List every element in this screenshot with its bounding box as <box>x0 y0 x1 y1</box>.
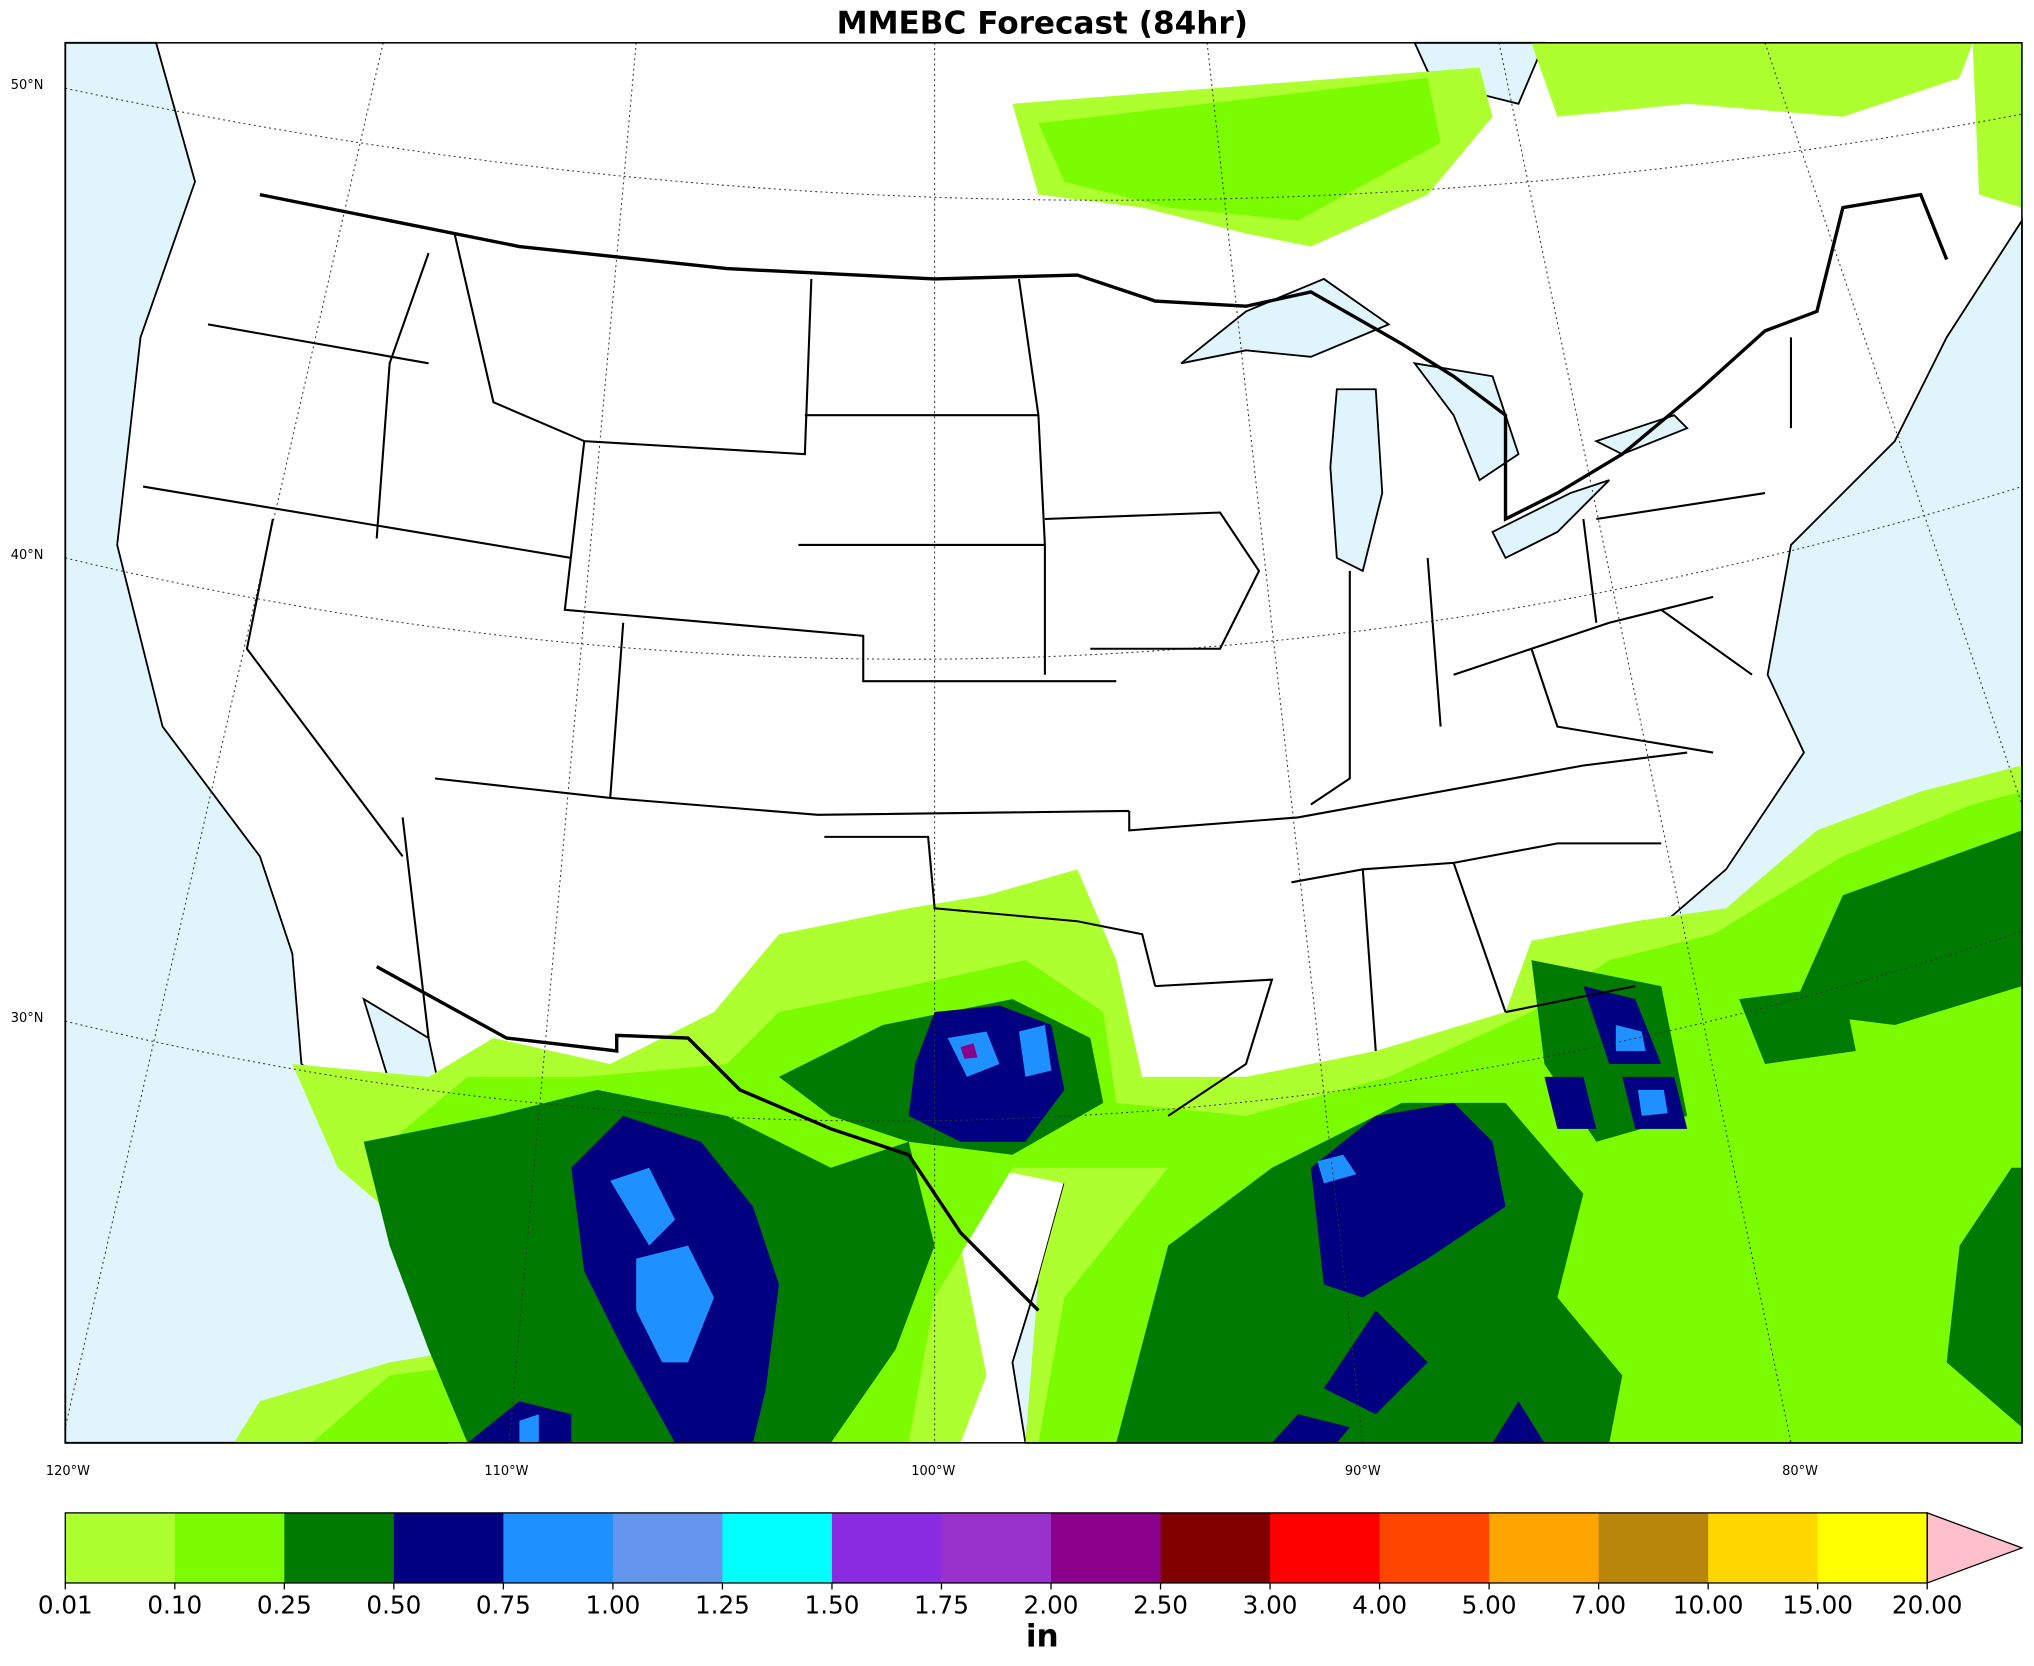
colorbar-segment <box>174 1512 285 1583</box>
meridian <box>1764 42 2023 805</box>
colorbar-tick-label: 2.00 <box>1024 1590 1079 1619</box>
parallel <box>65 931 2023 1122</box>
colorbar-segment <box>503 1512 614 1583</box>
colorbar-segment <box>65 1512 176 1583</box>
colorbar-segment <box>831 1512 943 1583</box>
lake-huron <box>1412 362 1520 482</box>
title: MMEBC Forecast (84hr) <box>837 6 1248 42</box>
canada-border <box>259 192 1949 522</box>
colorbar-segment <box>1817 1512 1928 1583</box>
lake-ontario <box>1593 414 1689 456</box>
longitude-label: 120°W <box>46 1464 90 1479</box>
lake-erie <box>1491 479 1610 560</box>
colorbar-tick-label: 1.25 <box>695 1590 750 1619</box>
longitude-label: 90°W <box>1345 1464 1381 1479</box>
colorbar-tick-label: 15.00 <box>1782 1590 1853 1619</box>
colorbar-segment <box>1270 1512 1381 1583</box>
colorbar-tick-label: 7.00 <box>1571 1590 1626 1619</box>
lake-superior <box>1180 277 1391 365</box>
meridian <box>64 42 384 1428</box>
colorbar-tick-label: 4.00 <box>1352 1590 1407 1619</box>
latitude-label: 30°N <box>11 1011 44 1026</box>
longitude-label: 110°W <box>484 1464 528 1479</box>
map <box>64 41 2023 1444</box>
precipitation <box>233 42 2022 1443</box>
longitude-label: 100°W <box>911 1464 955 1479</box>
colorbar-tick-label: 10.00 <box>1673 1590 1744 1619</box>
latitude-labels: 50°N 40°N 30°N <box>11 78 44 1026</box>
colorbar-segment <box>941 1512 1052 1583</box>
colorbar-extension <box>1926 1511 2024 1584</box>
colorbar-tick-label: 0.10 <box>147 1590 202 1619</box>
colorbar-tick-label: 0.01 <box>38 1590 93 1619</box>
colorbar-segment <box>1051 1512 1162 1583</box>
lake-michigan <box>1329 388 1384 573</box>
colorbar-tick-label: 0.50 <box>366 1590 421 1619</box>
colorbar-tick-label: 0.25 <box>257 1590 312 1619</box>
precip-peak <box>960 1043 978 1059</box>
colorbar-tick-label: 20.00 <box>1892 1590 1963 1619</box>
latitude-label: 50°N <box>11 78 44 93</box>
colorbar-segment <box>722 1512 833 1583</box>
colorbar-segment <box>1379 1512 1490 1583</box>
longitude-label: 80°W <box>1782 1464 1818 1479</box>
colorbar-tick-label: 2.50 <box>1133 1590 1188 1619</box>
colorbar-segment <box>1598 1512 1709 1583</box>
colorbar-segment <box>284 1512 395 1583</box>
meridian <box>508 42 637 1443</box>
colorbar-segment <box>1708 1512 1819 1583</box>
colorbar-segment <box>1160 1512 1271 1583</box>
graticule <box>64 42 2023 1443</box>
colorbar-segment <box>612 1512 724 1583</box>
colorbar-segment <box>1489 1512 1600 1583</box>
colorbar: 0.01 0.10 0.25 0.50 0.75 1.00 1.25 1.50 1.75 2.00… <box>38 1511 2024 1619</box>
mexico-border <box>375 965 1040 1312</box>
parallel <box>65 486 2023 660</box>
colorbar-tick-label: 3.00 <box>1243 1590 1298 1619</box>
colorbar-tick-label: 1.00 <box>585 1590 640 1619</box>
latitude-label: 40°N <box>11 548 44 563</box>
borders <box>142 192 1949 1312</box>
state-borders <box>142 233 1793 1117</box>
colorbar-tick-label: 1.50 <box>805 1590 860 1619</box>
colorbar-segment <box>393 1512 505 1583</box>
colorbar-frame <box>64 1512 1928 1584</box>
precip-heavy <box>467 986 1688 1443</box>
parallel <box>65 87 2023 201</box>
colorbar-tick-label: 1.75 <box>914 1590 969 1619</box>
map-frame <box>64 42 2023 1444</box>
colorbar-tick-label: 0.75 <box>476 1590 531 1619</box>
colorbar-tick-label: 5.00 <box>1462 1590 1517 1619</box>
longitude-labels: 120°W 110°W 100°W 90°W 80°W <box>46 1464 1818 1479</box>
colorbar-label: in <box>1026 1618 1059 1654</box>
meridian <box>1206 42 1364 1443</box>
